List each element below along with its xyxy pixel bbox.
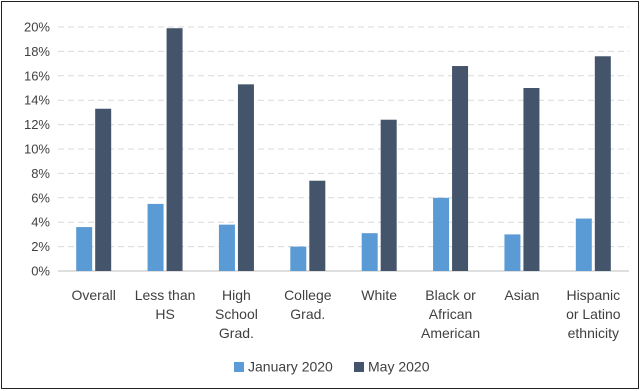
x-tick-label: Hispanic bbox=[566, 287, 620, 303]
y-tick-label: 0% bbox=[31, 264, 50, 279]
x-tick-label: School bbox=[215, 306, 258, 322]
x-tick-label: American bbox=[421, 325, 480, 341]
x-tick-label: or Latino bbox=[566, 306, 621, 322]
bar bbox=[76, 227, 93, 271]
bar bbox=[452, 66, 469, 271]
bar bbox=[433, 197, 450, 271]
y-tick-label: 8% bbox=[31, 166, 50, 181]
x-tick-label: Asian bbox=[504, 287, 539, 303]
bar bbox=[523, 88, 540, 271]
legend-label: May 2020 bbox=[368, 359, 430, 375]
x-tick-label: Less than bbox=[135, 287, 196, 303]
legend-label: January 2020 bbox=[248, 359, 333, 375]
bar bbox=[380, 119, 397, 271]
x-tick-label: Black or bbox=[425, 287, 476, 303]
y-tick-label: 6% bbox=[31, 190, 50, 205]
bar bbox=[147, 203, 164, 271]
x-tick-label: High bbox=[222, 287, 251, 303]
bar bbox=[309, 180, 326, 271]
x-tick-label: Overall bbox=[72, 287, 116, 303]
legend-swatch bbox=[234, 362, 244, 372]
bar bbox=[290, 246, 307, 271]
x-tick-label: ethnicity bbox=[568, 325, 619, 341]
x-tick-label: College bbox=[284, 287, 332, 303]
bar bbox=[166, 28, 183, 271]
bar bbox=[95, 108, 112, 272]
x-tick-label: Grad. bbox=[219, 325, 254, 341]
bar bbox=[504, 234, 521, 271]
bar bbox=[237, 84, 254, 271]
bar bbox=[218, 224, 235, 271]
y-tick-label: 2% bbox=[31, 239, 50, 254]
x-tick-label: White bbox=[361, 287, 397, 303]
legend-swatch bbox=[354, 362, 364, 372]
y-tick-label: 10% bbox=[24, 142, 50, 157]
y-tick-label: 16% bbox=[24, 68, 50, 83]
x-tick-label: Grad. bbox=[290, 306, 325, 322]
y-tick-label: 4% bbox=[31, 215, 50, 230]
y-tick-label: 20% bbox=[24, 20, 50, 35]
x-tick-label: African bbox=[429, 306, 473, 322]
y-tick-label: 14% bbox=[24, 93, 50, 108]
y-tick-label: 12% bbox=[24, 117, 50, 132]
x-tick-label: HS bbox=[155, 306, 174, 322]
y-tick-label: 18% bbox=[24, 44, 50, 59]
bar bbox=[594, 56, 611, 271]
bar bbox=[575, 218, 592, 271]
bar bbox=[361, 233, 378, 271]
